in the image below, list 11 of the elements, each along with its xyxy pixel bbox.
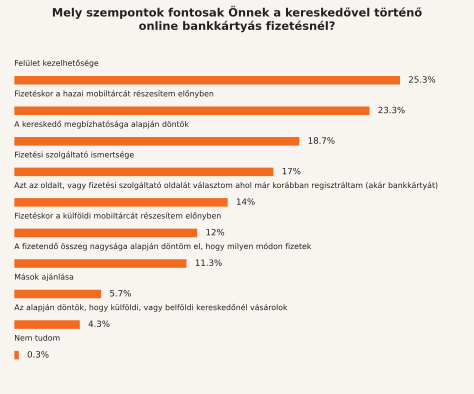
data-label: 0.3% — [28, 351, 49, 358]
data-label: 12% — [206, 228, 224, 236]
data-label: 17% — [282, 168, 300, 174]
data-label: 18.7% — [308, 137, 335, 144]
chart-title: Mely szempontok fontosak Önnek a kereskedővel történő online bankkártyás fizetésnél? — [52, 6, 422, 32]
data-label: 14% — [236, 198, 255, 205]
data-label: 11.3% — [196, 259, 222, 266]
data-label: 4.3% — [88, 320, 110, 328]
data-label: 5.7% — [110, 290, 131, 297]
data-label: 23.3% — [378, 106, 405, 114]
data-label: 25.3% — [408, 76, 436, 83]
